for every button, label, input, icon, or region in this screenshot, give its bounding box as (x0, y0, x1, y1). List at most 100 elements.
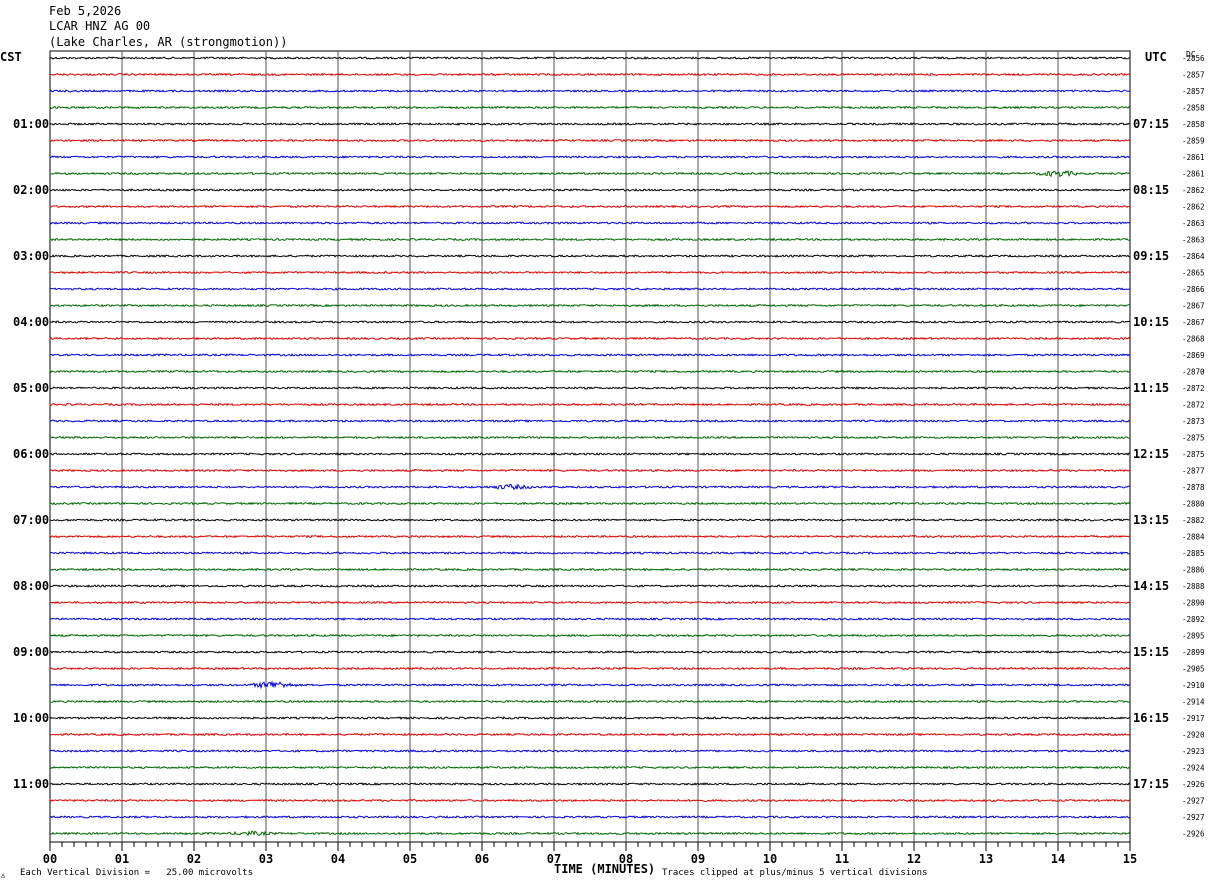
trace-row (49, 72, 1131, 77)
trace-row (49, 138, 1131, 143)
dc-offset-label: -2892 (1182, 615, 1205, 624)
trace-row (49, 220, 1131, 225)
dc-offset-label: -2868 (1182, 335, 1205, 344)
trace-row (49, 468, 1131, 473)
x-tick-label: 15 (1123, 852, 1137, 866)
dc-offset-label: -2905 (1182, 665, 1205, 674)
x-tick-label: 02 (187, 852, 201, 866)
x-tick-label: 06 (475, 852, 489, 866)
dc-offset-label: -2875 (1182, 450, 1205, 459)
dc-offset-label: -2914 (1182, 698, 1205, 707)
logo-glyph: ◬ (1, 871, 6, 879)
scale-note: Each Vertical Division = 25.00 microvolt… (20, 868, 253, 878)
trace-row (49, 419, 1131, 423)
dc-offset-label: -2856 (1182, 54, 1205, 63)
trace-row (49, 633, 1131, 638)
dc-offset-label: -2863 (1182, 236, 1205, 245)
x-tick-label: 13 (979, 852, 993, 866)
dc-offset-label: -2882 (1182, 516, 1205, 525)
dc-offset-label: -2875 (1182, 434, 1205, 443)
trace-row (49, 386, 1131, 390)
left-hour-label: 11:00 (13, 777, 49, 791)
x-tick-label: 09 (691, 852, 705, 866)
dc-offset-label: -2859 (1182, 137, 1205, 146)
header-date: Feb 5,2026 (49, 4, 122, 18)
trace-row (49, 303, 1131, 308)
trace-row (49, 600, 1131, 605)
header-location: (Lake Charles, AR (strongmotion)) (49, 35, 288, 49)
trace-row (49, 122, 1131, 126)
trace-row (49, 435, 1131, 440)
trace-row (49, 270, 1131, 275)
right-hour-label: 16:15 (1133, 711, 1169, 725)
left-hour-label: 05:00 (13, 381, 49, 395)
x-tick-label: 03 (259, 852, 273, 866)
dc-offset-label: -2869 (1182, 351, 1205, 360)
dc-offset-label: -2886 (1182, 566, 1205, 575)
trace-row (49, 369, 1131, 374)
trace-row (49, 765, 1131, 770)
trace-row (49, 155, 1131, 159)
dc-offset-label: -2885 (1182, 549, 1205, 558)
left-hour-label: 01:00 (13, 117, 49, 131)
dc-offset-label: -2867 (1182, 318, 1205, 327)
trace-row (49, 56, 1131, 60)
header-station: LCAR HNZ AG 00 (49, 19, 151, 33)
trace-row (49, 666, 1131, 671)
dc-offset-label: -2926 (1182, 780, 1205, 789)
trace-row (49, 320, 1131, 324)
right-hour-label: 12:15 (1133, 447, 1169, 461)
dc-offset-label: -2927 (1182, 813, 1205, 822)
row-labels: -2856 -2857 -2857 -2858 -2858 -2859 -2861 -2861… (13, 54, 1205, 839)
trace-row (49, 336, 1131, 341)
dc-offset-label: -2884 (1182, 533, 1205, 542)
trace-row (49, 170, 1131, 178)
right-hour-label: 09:15 (1133, 249, 1169, 263)
dc-offset-label: -2877 (1182, 467, 1205, 476)
left-hour-label: 09:00 (13, 645, 49, 659)
dc-offset-label: -2895 (1182, 632, 1205, 641)
dc-offset-label: -2863 (1182, 219, 1205, 228)
trace-row (49, 534, 1131, 539)
x-tick-label: 14 (1051, 852, 1065, 866)
trace-row (49, 650, 1131, 654)
trace-row (49, 188, 1130, 192)
trace-row (49, 89, 1131, 93)
trace-row (49, 204, 1131, 209)
dc-offset-label: -2866 (1182, 285, 1205, 294)
x-tick-label: 04 (331, 852, 345, 866)
dc-offset-label: -2924 (1182, 764, 1205, 773)
trace-group (49, 56, 1131, 837)
dc-offset-label: -2880 (1182, 500, 1205, 509)
trace-row (49, 254, 1131, 258)
trace-row (49, 699, 1131, 704)
trace-row (49, 237, 1131, 242)
x-tick-label: 07 (547, 852, 561, 866)
trace-row (49, 830, 1131, 837)
left-hour-label: 10:00 (13, 711, 49, 725)
dc-offset-label: -2927 (1182, 797, 1205, 806)
trace-row (49, 680, 1131, 690)
trace-row (49, 782, 1131, 786)
right-hour-label: 14:15 (1133, 579, 1169, 593)
dc-offset-label: -2862 (1182, 186, 1205, 195)
right-hour-label: 08:15 (1133, 183, 1169, 197)
x-axis-title: TIME (MINUTES) (554, 862, 656, 876)
right-hour-label: 10:15 (1133, 315, 1169, 329)
left-hour-label: 08:00 (13, 579, 49, 593)
dc-offset-label: -2870 (1182, 368, 1205, 377)
dc-offset-label: -2888 (1182, 582, 1205, 591)
right-hour-label: 11:15 (1133, 381, 1169, 395)
right-hour-label: 17:15 (1133, 777, 1169, 791)
trace-row (49, 518, 1131, 522)
trace-row (49, 483, 1131, 491)
dc-offset-label: -2910 (1182, 681, 1205, 690)
trace-row (49, 732, 1131, 737)
x-tick-label: 08 (619, 852, 633, 866)
plot-frame (49, 50, 1131, 843)
dc-offset-label: -2861 (1182, 153, 1205, 162)
clip-note: Traces clipped at plus/minus 5 vertical … (662, 868, 928, 878)
left-hour-label: 04:00 (13, 315, 49, 329)
trace-row (49, 584, 1131, 588)
